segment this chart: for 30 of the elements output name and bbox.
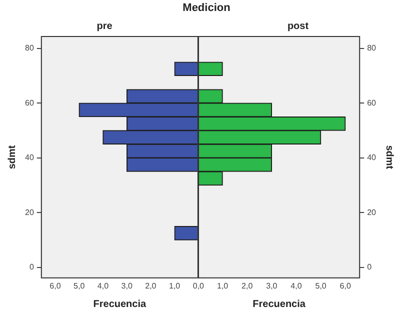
y-tick-label: 60 xyxy=(24,98,34,108)
x-tick-label: 1,0 xyxy=(169,281,181,290)
x-tick-label: 2,0 xyxy=(242,281,254,290)
y-axis-title: sdmt xyxy=(384,145,395,170)
y-tick-label: 20 xyxy=(368,208,377,217)
chart-title: pre xyxy=(96,20,113,32)
y-axis-title: sdmt xyxy=(6,144,18,170)
x-tick-label: 3,0 xyxy=(266,281,278,290)
y-tick-label: 40 xyxy=(24,153,34,162)
text: Medicion xyxy=(182,2,232,14)
x-tick-label: 1,0 xyxy=(217,281,230,290)
y-tick-label: 80 xyxy=(368,44,377,53)
x-tick-label: 3,0 xyxy=(121,281,133,290)
x-tick-label: 2,0 xyxy=(145,281,157,290)
y-tick-label: 40 xyxy=(368,153,377,162)
y-tick-label: 60 xyxy=(368,98,377,108)
x-axis-title: Frecuencia xyxy=(93,298,147,310)
x-tick-label: 5,0 xyxy=(74,281,86,290)
x-tick-label: 0,0 xyxy=(192,281,205,290)
x-tick-label: 6,0 xyxy=(340,281,352,290)
y-tick-label: 0 xyxy=(368,262,373,272)
x-tick-label: 4,0 xyxy=(97,281,110,290)
y-tick-label: 0 xyxy=(29,262,34,272)
x-tick-label: 6,0 xyxy=(50,281,62,290)
x-tick-label: 4,0 xyxy=(291,281,303,290)
chart-title: post xyxy=(288,20,310,32)
y-tick-label: 80 xyxy=(24,44,34,53)
x-tick-label: 5,0 xyxy=(316,281,328,290)
x-axis-title: Frecuencia xyxy=(253,298,306,310)
y-tick-label: 20 xyxy=(24,208,34,217)
